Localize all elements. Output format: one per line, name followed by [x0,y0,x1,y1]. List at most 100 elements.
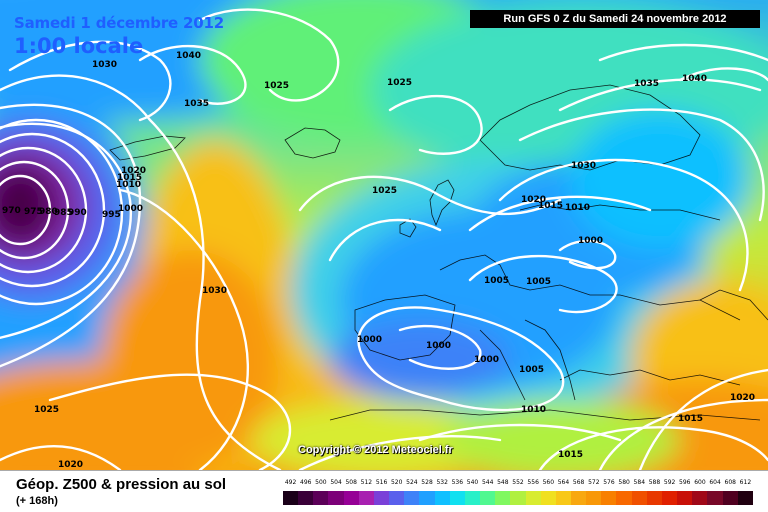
isobar-label: 1000 [474,355,499,365]
isobar-label: 1010 [116,180,141,190]
isobar-label: 1000 [426,341,451,351]
color-scale-swatch [555,491,571,505]
color-scale-label: 596 [679,479,691,486]
isobar-labels: 1030 1040 1035 1025 1025 1035 1040 1030 … [2,51,755,470]
color-scale-label: 524 [406,479,418,486]
color-scale-labels: 492 496 500 504 508 512 516 520 524 528 532 536 540 5… [283,479,753,489]
forecast-local-time: 1:00 locale [14,34,144,58]
forecast-date: Samedi 1 décembre 2012 [14,14,224,32]
color-scale-label: 556 [527,479,539,486]
isobar-label: 1025 [264,81,289,91]
color-scale-label: 576 [603,479,615,486]
color-scale-label: 612 [739,479,752,486]
isobar-label: 975 [24,207,43,217]
isobar-label: 1015 [678,414,703,424]
isobar-label: 1035 [184,99,209,109]
isobar-label: 1020 [521,195,546,205]
color-scale: 492 496 500 504 508 512 516 520 524 528 532 536 540 5… [283,479,753,505]
color-scale-label: 608 [724,479,736,486]
isobar-label: 1035 [634,79,659,89]
isobars [0,8,768,470]
color-scale-swatch [616,491,632,505]
isobar-label: 1030 [571,161,596,171]
color-scale-bar [283,491,753,505]
color-scale-label: 528 [421,479,433,486]
color-scale-swatch [389,491,405,505]
color-scale-label: 536 [451,479,464,486]
color-scale-label: 572 [588,479,600,486]
isobar-label: 1000 [578,236,603,246]
color-scale-label: 500 [315,479,327,486]
color-scale-label: 592 [663,479,676,486]
color-scale-swatch [707,491,723,505]
isobar-label: 1015 [558,450,583,460]
weather-map: 1030 1040 1035 1025 1025 1035 1040 1030 … [0,0,768,470]
isobar-label: 1005 [519,365,544,375]
color-scale-label: 492 [284,479,297,486]
color-scale-swatch [480,491,496,505]
color-scale-swatch [343,491,359,505]
color-scale-swatch [404,491,420,505]
map-caption: Géop. Z500 & pression au sol [16,476,227,493]
isobar-label: 995 [102,210,121,220]
color-scale-label: 560 [542,479,555,486]
color-scale-label: 604 [709,479,721,486]
isobar-label: 1020 [121,166,146,176]
color-scale-swatch [419,491,435,505]
color-scale-swatch [298,491,314,505]
color-scale-label: 516 [375,479,388,486]
isobar-label: 1010 [521,405,546,415]
run-info-banner: Run GFS 0 Z du Samedi 24 novembre 2012 [470,10,760,28]
lead-time-caption: (+ 168h) [16,495,58,507]
color-scale-swatch [328,491,344,505]
color-scale-swatch [449,491,465,505]
geopotential-field [0,0,768,470]
color-scale-label: 580 [618,479,630,486]
color-scale-label: 508 [345,479,357,486]
color-scale-swatch [631,491,647,505]
color-scale-label: 504 [330,479,342,486]
isobar-label: 1020 [58,460,83,470]
color-scale-label: 532 [436,479,448,486]
color-scale-swatch [373,491,390,505]
isobar-label: 1030 [92,60,117,70]
color-scale-swatch [510,491,526,505]
isobar-label: 1000 [118,204,143,214]
color-scale-swatch [464,491,481,505]
isobar-label: 1010 [565,203,590,213]
isobar-label: 1015 [538,201,563,211]
isobar-label: 1040 [176,51,201,61]
color-scale-label: 588 [648,479,661,486]
color-scale-swatch [601,491,617,505]
isobar-label: 1020 [730,393,755,403]
color-scale-swatch [525,491,541,505]
color-scale-swatch [722,491,738,505]
color-scale-label: 540 [466,479,479,486]
isobar-label: 985 [54,208,73,218]
color-scale-label: 564 [557,479,570,486]
color-scale-swatch [358,491,374,505]
color-scale-swatch [434,491,450,505]
isobar-label: 990 [68,208,87,218]
color-scale-label: 496 [300,479,312,486]
isobar-label: 1005 [526,277,551,287]
color-scale-label: 548 [497,479,509,486]
color-scale-swatch [661,491,678,505]
color-scale-swatch [495,491,511,505]
color-scale-label: 568 [572,479,585,486]
isobar-label: 1000 [357,335,382,345]
color-scale-swatch [283,491,299,505]
isobar-label: 980 [39,207,58,217]
color-scale-label: 512 [360,479,373,486]
isobar-label: 1030 [202,286,227,296]
color-scale-swatch [692,491,708,505]
legend-footer: Géop. Z500 & pression au sol (+ 168h) 49… [0,470,768,512]
copyright-notice: Copyright © 2012 Meteociel.fr [298,444,453,456]
color-scale-label: 544 [481,479,494,486]
color-scale-swatch [646,491,662,505]
coastlines [109,84,768,421]
isobar-label: 1025 [34,405,59,415]
color-scale-swatch [677,491,693,505]
color-scale-label: 552 [512,479,524,486]
